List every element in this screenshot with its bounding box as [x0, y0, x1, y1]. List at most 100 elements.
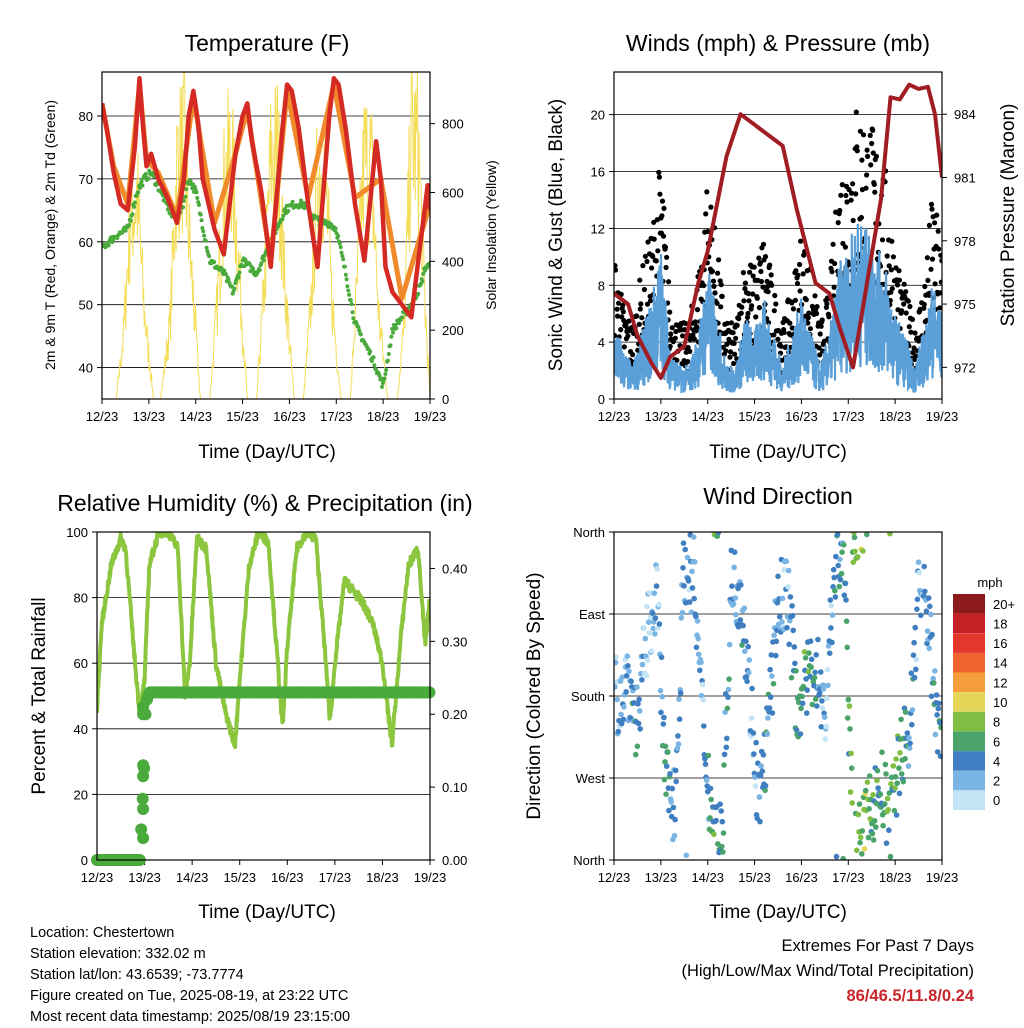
direction-point	[857, 834, 864, 841]
gust-point	[730, 330, 736, 336]
direction-point	[724, 705, 731, 712]
direction-point	[703, 777, 710, 783]
direction-point	[826, 650, 833, 656]
legend-label: 0	[993, 793, 1000, 808]
direction-point	[875, 785, 881, 791]
direction-point	[914, 596, 921, 603]
direction-point	[819, 698, 825, 704]
direction-point	[666, 807, 672, 814]
gust-point	[798, 238, 804, 244]
direction-point	[793, 668, 799, 674]
dir-xtick-label: 19/23	[926, 870, 959, 885]
gust-point	[908, 329, 914, 335]
winds-panel: Winds (mph) & Pressure (mb) Time (Day/UT…	[546, 30, 1019, 463]
gust-point	[711, 283, 717, 289]
legend-swatch	[953, 751, 985, 771]
legend-swatch	[953, 711, 985, 732]
gust-point	[712, 290, 718, 296]
direction-point	[713, 817, 719, 824]
temp-xtick-label: 16/23	[273, 409, 306, 424]
gust-point	[762, 254, 769, 260]
gust-point	[905, 298, 911, 304]
wind-ytick-label: 8	[598, 278, 605, 293]
direction-point	[887, 853, 894, 860]
direction-point	[893, 756, 899, 762]
humidity-ylabel: Percent & Total Rainfall	[29, 597, 50, 794]
direction-point	[847, 726, 853, 732]
dir-xtick-label: 13/23	[645, 870, 678, 885]
direction-point	[708, 796, 714, 803]
gust-point	[751, 264, 757, 270]
gust-point	[789, 325, 795, 331]
dir-frame	[613, 531, 943, 861]
direction-point	[676, 716, 683, 722]
direction-point	[686, 599, 693, 605]
dewpoint-point	[380, 384, 384, 389]
temp-xtick-label: 14/23	[179, 409, 212, 424]
direction-point	[648, 648, 655, 654]
dewpoint-point	[341, 257, 346, 262]
direction-point	[833, 853, 840, 860]
legend-label: 2	[993, 774, 1000, 789]
direction-point	[864, 532, 870, 538]
gust-point	[906, 324, 912, 330]
dewpoint-point	[197, 203, 201, 207]
dewpoint-point	[201, 229, 206, 234]
rh-series	[97, 532, 430, 749]
dewpoint-point	[106, 243, 111, 248]
direction-point	[877, 791, 884, 797]
direction-point	[855, 554, 861, 560]
gust-point	[903, 310, 909, 316]
direction-point	[661, 714, 667, 721]
dewpoint-point	[195, 196, 200, 200]
direction-point	[836, 583, 843, 590]
direction-point	[744, 678, 750, 685]
direction-point	[681, 583, 687, 589]
direction-point	[757, 772, 764, 779]
precip-series	[91, 686, 436, 866]
dewpoint-point	[339, 250, 344, 255]
direction-point	[887, 532, 893, 537]
gust-point	[805, 315, 811, 321]
dewpoint-point	[261, 258, 266, 263]
direction-point	[731, 549, 738, 555]
direction-point	[817, 669, 824, 675]
gust-point	[727, 349, 734, 355]
direction-point	[614, 659, 619, 666]
dewpoint-point	[132, 200, 137, 205]
direction-point	[775, 573, 781, 580]
gust-point	[620, 309, 626, 315]
direction-point	[672, 816, 678, 823]
dewpoint-point	[134, 193, 139, 198]
gust-point	[614, 267, 619, 273]
direction-point	[844, 644, 850, 651]
gust-point	[775, 336, 781, 342]
gust-point	[685, 359, 691, 365]
dewpoint-point	[333, 226, 338, 231]
precip-point	[137, 832, 150, 845]
direction-point	[812, 669, 818, 676]
gust-point	[870, 127, 876, 133]
direction-point	[822, 736, 828, 742]
direction-point	[900, 778, 907, 785]
direction-series	[614, 532, 942, 860]
direction-point	[807, 638, 814, 644]
direction-point	[769, 673, 775, 679]
temp-frame	[101, 71, 431, 400]
direction-point	[753, 739, 759, 746]
gust-point	[740, 270, 747, 276]
direction-point	[636, 696, 642, 703]
direction-point	[856, 801, 863, 807]
gust-point	[756, 305, 763, 311]
gust-point	[656, 169, 662, 175]
direction-point	[791, 644, 798, 650]
rh-ytick-label: 100	[66, 525, 88, 540]
winds-ylabel: Sonic Wind & Gust (Blue, Black)	[546, 99, 567, 371]
direction-point	[614, 696, 620, 703]
gust-point	[803, 297, 809, 303]
gust-point	[664, 254, 670, 260]
direction-point	[771, 632, 777, 639]
temp-y2tick-label: 0	[442, 392, 449, 407]
gust-point	[750, 291, 756, 297]
gust-point	[634, 313, 640, 319]
